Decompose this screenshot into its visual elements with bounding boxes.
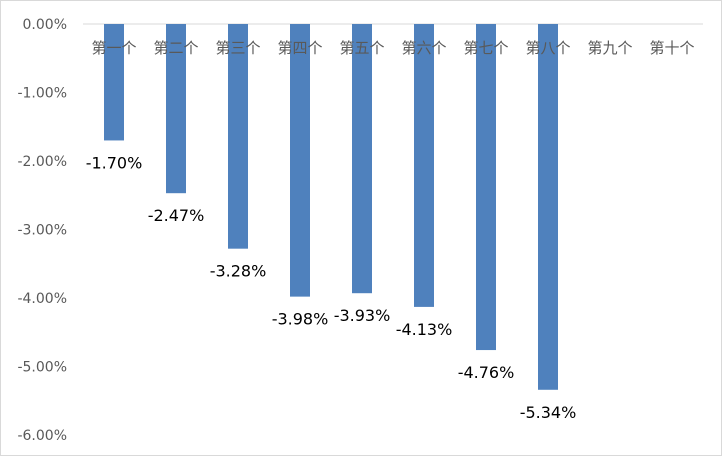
data-label: -4.13%: [396, 320, 453, 339]
bar: [228, 24, 248, 249]
category-label: 第七个: [463, 39, 508, 57]
bar: [538, 24, 558, 390]
data-label: -1.70%: [86, 153, 143, 172]
category-label: 第六个: [401, 39, 446, 57]
category-label: 第四个: [277, 39, 322, 57]
y-tick-label: -4.00%: [17, 291, 67, 307]
data-label: -4.76%: [458, 363, 515, 382]
bar: [476, 24, 496, 351]
y-tick-label: 0.00%: [23, 17, 67, 33]
data-label: -3.28%: [210, 262, 267, 281]
data-label: -5.34%: [520, 403, 577, 422]
category-label: 第五个: [339, 39, 384, 57]
data-label: -3.93%: [334, 306, 391, 325]
category-label: 第九个: [587, 39, 632, 57]
category-label: 第三个: [215, 39, 260, 57]
bar: [290, 24, 310, 297]
bar: [414, 24, 434, 307]
category-label: 第一个: [91, 39, 136, 57]
y-tick-label: -2.00%: [17, 154, 67, 170]
y-tick-label: -6.00%: [17, 428, 67, 444]
data-label: -3.98%: [272, 310, 329, 329]
y-tick-label: -3.00%: [17, 223, 67, 239]
bar: [104, 24, 124, 141]
category-label: 第十个: [649, 39, 694, 57]
y-tick-label: -5.00%: [17, 360, 67, 376]
category-label: 第二个: [153, 39, 198, 57]
y-tick-label: -1.00%: [17, 86, 67, 102]
bar: [352, 24, 372, 294]
category-label: 第八个: [525, 39, 570, 57]
data-label: -2.47%: [148, 206, 205, 225]
bar: [166, 24, 186, 194]
